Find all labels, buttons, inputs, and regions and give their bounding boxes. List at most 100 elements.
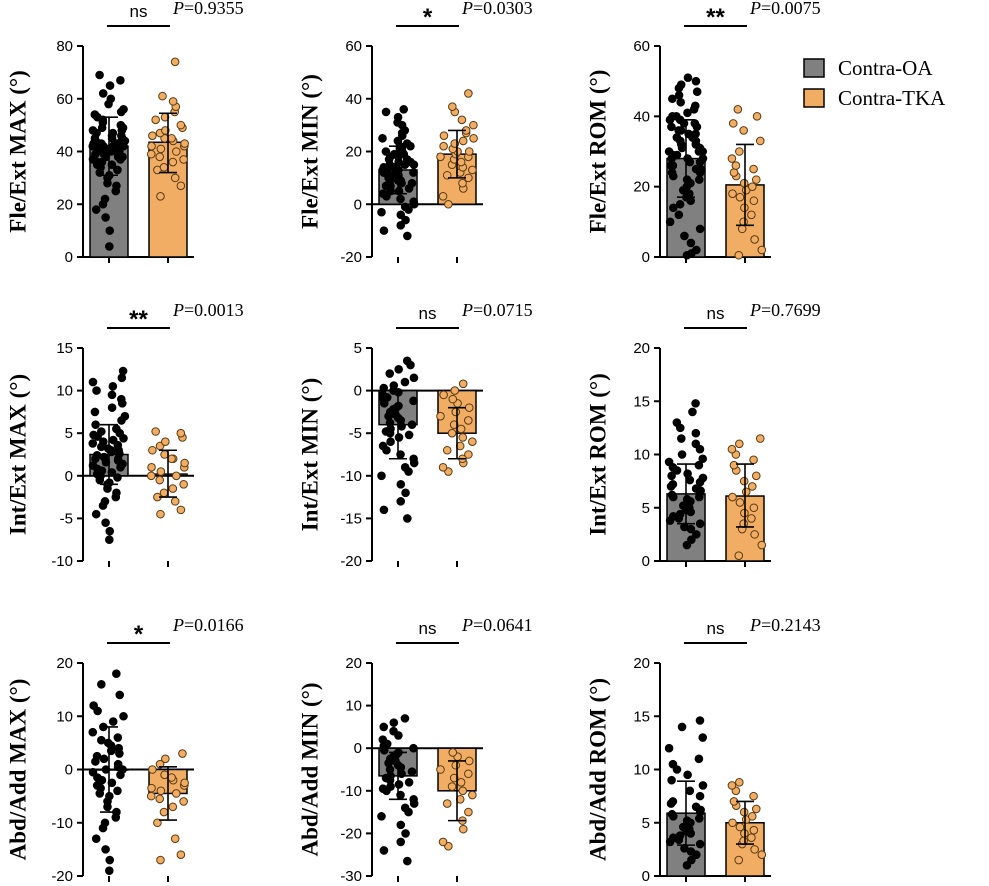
point-contra-oa <box>393 112 403 122</box>
point-contra-oa <box>669 203 678 213</box>
point-contra-oa <box>667 122 676 132</box>
point-contra-oa <box>389 718 399 727</box>
point-contra-oa <box>407 420 417 429</box>
point-contra-oa <box>682 175 692 184</box>
point-contra-tka <box>171 789 181 798</box>
point-contra-oa <box>668 759 678 769</box>
significance-label: ns <box>419 619 437 638</box>
point-contra-tka <box>146 149 156 159</box>
point-contra-tka <box>755 434 765 443</box>
point-contra-oa <box>400 202 410 212</box>
point-contra-oa <box>695 716 705 725</box>
point-contra-tka <box>170 497 180 506</box>
point-contra-tka <box>468 165 477 175</box>
point-contra-tka <box>752 112 762 121</box>
point-contra-tka <box>147 141 156 151</box>
point-contra-oa <box>394 433 404 442</box>
point-contra-tka <box>751 471 761 481</box>
point-contra-tka <box>146 791 156 801</box>
point-contra-oa <box>381 147 391 156</box>
point-contra-tka <box>735 439 744 449</box>
point-contra-oa <box>108 717 118 726</box>
point-contra-tka <box>739 476 749 486</box>
point-contra-tka <box>464 147 474 156</box>
point-contra-oa <box>667 490 677 500</box>
point-contra-oa <box>113 733 123 742</box>
point-contra-tka <box>749 164 758 174</box>
point-contra-tka <box>464 416 473 425</box>
point-contra-oa <box>694 754 704 764</box>
point-contra-tka <box>464 450 473 459</box>
point-contra-oa <box>396 480 406 489</box>
y-tick-label: 0 <box>354 383 362 400</box>
y-tick-label: -15 <box>340 510 362 527</box>
point-contra-tka <box>168 484 178 493</box>
point-contra-oa <box>691 399 700 408</box>
point-contra-oa <box>667 168 677 177</box>
y-tick-label: 10 <box>56 708 73 725</box>
significance-label: ** <box>129 306 148 333</box>
p-value-label: P=0.7699 <box>749 300 821 320</box>
panel-3: 0 20 40 60 ** P=0.0075 Fle/Ext ROM (°) <box>585 0 820 266</box>
y-tick-label: -30 <box>340 868 362 885</box>
point-contra-tka <box>739 178 749 188</box>
y-tick-label: 40 <box>633 108 650 125</box>
point-contra-tka <box>734 250 744 260</box>
point-contra-oa <box>690 101 700 111</box>
point-contra-tka <box>464 756 474 766</box>
point-contra-oa <box>105 526 115 536</box>
point-contra-oa <box>108 382 118 391</box>
point-contra-oa <box>695 839 705 849</box>
legend-label-tka: Contra-TKA <box>838 86 946 110</box>
point-contra-oa <box>683 108 692 118</box>
point-contra-tka <box>156 786 166 796</box>
y-tick-label: -5 <box>60 510 73 527</box>
point-contra-oa <box>683 770 692 780</box>
point-contra-oa <box>120 411 130 421</box>
point-contra-oa <box>668 94 677 104</box>
point-contra-oa <box>103 444 113 453</box>
legend: Contra-OA Contra-TKA <box>803 56 946 110</box>
point-contra-oa <box>378 441 388 451</box>
point-contra-oa <box>695 519 705 529</box>
point-contra-oa <box>90 407 100 417</box>
point-contra-oa <box>698 154 708 163</box>
point-contra-tka <box>735 498 745 507</box>
point-contra-oa <box>400 462 410 472</box>
point-contra-tka <box>170 57 180 67</box>
point-contra-tka <box>158 91 167 101</box>
point-contra-oa <box>400 714 410 723</box>
point-contra-oa <box>97 680 106 689</box>
point-contra-oa <box>690 119 700 128</box>
point-contra-tka <box>156 144 166 154</box>
point-contra-tka <box>750 235 759 244</box>
point-contra-tka <box>728 119 738 128</box>
point-contra-oa <box>113 786 122 796</box>
y-tick-label: 80 <box>56 38 73 55</box>
point-contra-oa <box>698 733 708 742</box>
point-contra-tka <box>176 428 186 438</box>
point-contra-tka <box>161 437 170 447</box>
point-contra-oa <box>389 726 398 736</box>
point-contra-tka <box>159 163 169 172</box>
point-contra-oa <box>99 452 109 462</box>
y-tick-label: 40 <box>345 91 362 108</box>
point-contra-oa <box>105 81 115 90</box>
point-contra-tka <box>456 157 466 167</box>
point-contra-tka <box>438 192 448 201</box>
point-contra-tka <box>739 807 749 817</box>
point-contra-oa <box>396 837 406 847</box>
point-contra-tka <box>147 783 156 793</box>
point-contra-oa <box>116 120 126 130</box>
point-contra-oa <box>378 784 388 793</box>
point-contra-tka <box>156 467 166 476</box>
y-tick-label: 20 <box>56 196 73 213</box>
y-tick-label: -10 <box>51 553 73 570</box>
point-contra-oa <box>379 226 389 235</box>
point-contra-tka <box>747 514 756 523</box>
panel-9: 0 5 10 15 20 ns P=0.2143 Abd/Add ROM (°) <box>585 615 820 885</box>
point-contra-tka <box>176 120 186 130</box>
point-contra-tka <box>739 217 748 227</box>
point-contra-oa <box>404 777 414 787</box>
y-tick-label: 20 <box>633 340 650 357</box>
